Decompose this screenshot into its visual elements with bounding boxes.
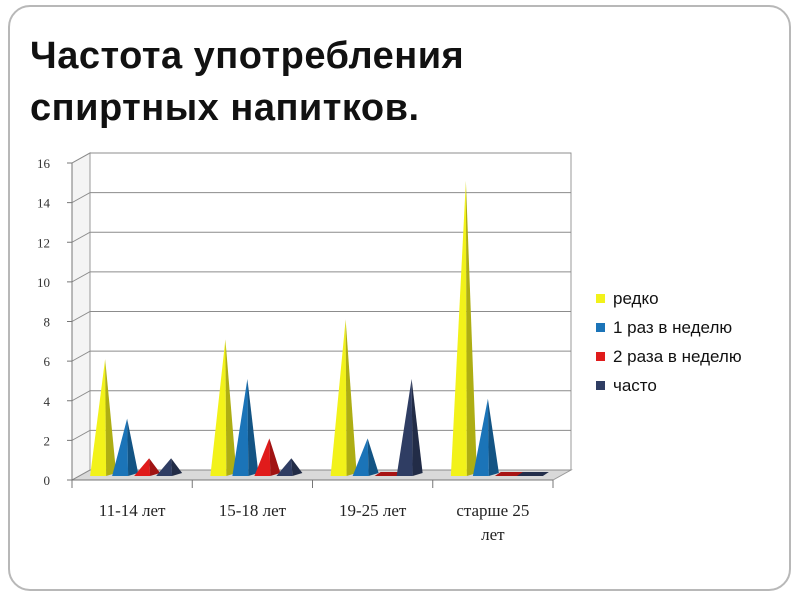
gridline	[71, 350, 571, 362]
y-tick-label: 16	[37, 156, 51, 171]
gridline	[71, 152, 571, 164]
y-tick-label: 6	[44, 354, 51, 369]
legend-label: часто	[613, 376, 657, 395]
pyramid-face	[210, 339, 227, 476]
pyramid-bar	[112, 418, 139, 476]
pyramid-face	[291, 458, 303, 476]
pyramid-bar	[232, 378, 259, 476]
pyramid-face	[90, 359, 107, 476]
pyramid-face	[156, 458, 173, 476]
legend-swatch	[596, 352, 605, 361]
x-category-label: 15-18 лет	[219, 501, 287, 520]
pyramid-face	[269, 438, 281, 476]
pyramid-face	[171, 458, 183, 476]
pyramid-bar	[254, 438, 281, 476]
pyramid-face	[450, 180, 467, 476]
pyramid-bar	[472, 398, 499, 476]
pyramid-face	[225, 339, 237, 476]
pyramid-face	[516, 472, 549, 476]
pyramid-face	[112, 418, 129, 476]
title-line-1: Частота употребления	[30, 35, 465, 77]
chart-walls	[70, 152, 573, 481]
y-tick-label: 8	[44, 315, 51, 330]
legend-swatch	[596, 323, 605, 332]
x-category-label: лет	[481, 525, 505, 544]
pyramid-bar	[396, 378, 423, 476]
pyramid-bar	[156, 458, 183, 476]
legend-swatch	[596, 381, 605, 390]
gridline	[71, 231, 571, 243]
pyramid-face	[465, 180, 477, 476]
pyramid-bar	[134, 458, 161, 476]
pyramid-face	[254, 438, 271, 476]
pyramid-face	[276, 458, 293, 476]
x-category-label: старше 25	[456, 501, 529, 520]
y-tick-label: 0	[44, 473, 51, 488]
title-line-2: спиртных напитков.	[30, 87, 420, 129]
pyramid-face	[134, 458, 151, 476]
pyramid-face	[352, 438, 369, 476]
pyramid-bar	[90, 359, 117, 476]
pyramid-face	[487, 398, 499, 476]
y-tick-label: 10	[37, 275, 50, 290]
gridline	[71, 271, 571, 283]
x-axis: 11-14 лет 15-18 лет 19-25 лет старше 25 лет	[71, 479, 554, 544]
pyramid-bar	[330, 319, 357, 476]
pyramid-face	[232, 378, 249, 476]
pyramid-face	[367, 438, 379, 476]
pyramid-face	[149, 458, 161, 476]
pyramid-bar	[352, 438, 379, 476]
chart-bars	[90, 180, 549, 476]
x-category-label: 11-14 лет	[99, 501, 166, 520]
gridline	[71, 192, 571, 204]
pyramid-face	[247, 378, 259, 476]
pyramid-bar	[276, 458, 303, 476]
pyramid-bar	[516, 472, 549, 476]
pyramid-face	[105, 359, 117, 476]
chart-legend: редко 1 раз в неделю 2 раза в неделю часто	[596, 289, 742, 395]
legend-item: 1 раз в неделю	[596, 318, 732, 337]
legend-label: 1 раз в неделю	[613, 318, 732, 337]
gridline	[71, 311, 571, 322]
pyramid-face	[396, 378, 413, 476]
slide-title: Частота употребления спиртных напитков.	[30, 30, 464, 134]
legend-label: редко	[613, 289, 659, 308]
legend-item: часто	[596, 376, 657, 395]
y-tick-label: 4	[44, 394, 51, 409]
pyramid-face	[127, 418, 139, 476]
y-tick-label: 14	[37, 196, 51, 211]
pyramid-face	[411, 378, 423, 476]
pyramid-face	[330, 319, 347, 476]
y-axis: 0 2 4 6 8 10 12 14 16	[37, 156, 73, 488]
y-tick-label: 12	[37, 235, 50, 250]
legend-label: 2 раза в неделю	[613, 347, 742, 366]
pyramid-face	[345, 319, 357, 476]
pyramid-bar	[210, 339, 237, 476]
y-tick-label: 2	[44, 433, 51, 448]
legend-swatch	[596, 294, 605, 303]
legend-item: 2 раза в неделю	[596, 347, 742, 366]
pyramid-bar	[450, 180, 477, 476]
pyramid-face	[472, 398, 489, 476]
legend-item: редко	[596, 289, 659, 308]
x-category-label: 19-25 лет	[339, 501, 407, 520]
